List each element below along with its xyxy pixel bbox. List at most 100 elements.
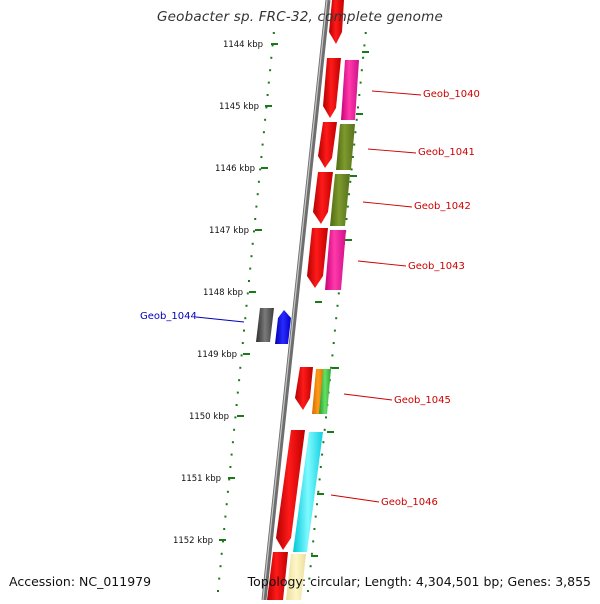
scale-tick bbox=[358, 94, 361, 96]
gene-arrow-geob-1042[interactable] bbox=[313, 172, 333, 224]
gene-arrow-geob-1040-b[interactable] bbox=[341, 60, 359, 120]
scale-label: 1146 kbp bbox=[215, 164, 255, 174]
scale-tick bbox=[310, 552, 313, 555]
inner-major-ticks bbox=[311, 51, 369, 557]
scale-tick bbox=[219, 565, 222, 568]
scale-tick bbox=[313, 528, 316, 530]
scale-label: 1147 kbp bbox=[209, 226, 249, 236]
scale-tick bbox=[225, 503, 228, 506]
gene-arrow-geob-1045-c[interactable] bbox=[319, 369, 331, 414]
scale-tick bbox=[243, 329, 245, 332]
scale-tick bbox=[355, 118, 358, 121]
scale-label: 1148 kbp bbox=[203, 288, 243, 298]
scale-tick bbox=[245, 304, 248, 307]
scale-tick bbox=[218, 577, 221, 580]
scale-tick bbox=[363, 44, 366, 47]
scale-tick bbox=[239, 366, 242, 369]
gene-label-geob-1041[interactable]: Geob_1041 bbox=[418, 147, 475, 158]
scale-tick bbox=[228, 478, 231, 481]
gene-arrow bbox=[286, 554, 306, 600]
scale-tick bbox=[217, 590, 219, 592]
scale-tick bbox=[244, 317, 247, 320]
scale-tick bbox=[359, 81, 362, 84]
scale-tick bbox=[335, 317, 338, 320]
scale-tick bbox=[336, 304, 339, 307]
gene-arrow-geob-1044[interactable] bbox=[275, 310, 291, 344]
scale-tick bbox=[267, 81, 270, 84]
scale-tick bbox=[235, 404, 238, 406]
scale-tick bbox=[308, 577, 311, 580]
gene-arrow bbox=[267, 552, 288, 600]
scale-tick bbox=[331, 354, 334, 357]
scale-tick bbox=[248, 280, 250, 282]
scale-tick bbox=[319, 466, 322, 468]
scale-tick bbox=[317, 490, 320, 493]
scale-tick bbox=[272, 32, 275, 34]
scale-tick bbox=[236, 391, 239, 394]
gene-arrow-geob-1043[interactable] bbox=[307, 228, 328, 288]
leader-lines bbox=[195, 90, 422, 503]
scale-tick bbox=[246, 292, 249, 295]
gene-arrow-geob-1042-b[interactable] bbox=[330, 174, 350, 226]
gene-features bbox=[256, 0, 359, 600]
gene-label-geob-1044[interactable]: Geob_1044 bbox=[140, 311, 197, 322]
gene-label-geob-1042[interactable]: Geob_1042 bbox=[414, 201, 471, 212]
scale-tick bbox=[271, 44, 274, 47]
scale-tick bbox=[318, 478, 321, 481]
scale-tick bbox=[323, 428, 326, 431]
scale-tick bbox=[249, 267, 252, 270]
scale-tick bbox=[264, 118, 267, 121]
scale-tick bbox=[351, 156, 354, 158]
scale-tick bbox=[262, 131, 265, 134]
scale-tick bbox=[223, 528, 226, 530]
outer-scale-ticks bbox=[217, 32, 275, 592]
scale-label: 1144 kbp bbox=[223, 40, 263, 50]
scale-tick bbox=[362, 56, 365, 59]
gene-label-geob-1046[interactable]: Geob_1046 bbox=[381, 497, 438, 508]
scale-tick bbox=[253, 230, 255, 233]
scale-tick bbox=[224, 515, 227, 518]
gene-arrow-geob-1041-b[interactable] bbox=[336, 124, 355, 170]
gene-arrow-geob-1040[interactable] bbox=[323, 58, 341, 118]
scale-tick bbox=[255, 205, 258, 208]
scale-major-ticks bbox=[219, 43, 278, 541]
gene-arrow-geob-1045[interactable] bbox=[295, 367, 313, 410]
scale-tick bbox=[353, 143, 356, 146]
gene-labels: Geob_1040 Geob_1041 Geob_1042 Geob_1043 … bbox=[140, 89, 480, 508]
scale-tick bbox=[269, 69, 272, 72]
scale-label: 1150 kbp bbox=[189, 412, 229, 422]
gene-arrow-geob-1046[interactable] bbox=[276, 430, 305, 550]
scale-tick bbox=[229, 466, 232, 468]
topology-text: Topology: circular; Length: 4,304,501 bp… bbox=[247, 574, 591, 589]
scale-tick bbox=[354, 131, 357, 134]
scale-tick bbox=[231, 441, 234, 444]
scale-tick bbox=[330, 366, 333, 369]
map-title: Geobacter sp. FRC-32, complete genome bbox=[156, 9, 443, 25]
scale-label: 1145 kbp bbox=[219, 102, 259, 112]
gene-label-geob-1043[interactable]: Geob_1043 bbox=[408, 261, 465, 272]
gene-arrow-geob-1043-b[interactable] bbox=[325, 230, 346, 290]
scale-tick bbox=[256, 193, 259, 196]
scale-tick bbox=[230, 453, 233, 456]
scale-tick bbox=[240, 354, 243, 357]
gene-arrow-geob-1046-b[interactable] bbox=[293, 432, 323, 552]
scale-tick bbox=[332, 342, 335, 344]
scale-tick bbox=[345, 218, 348, 220]
genome-backbone bbox=[261, 0, 331, 601]
scale-tick bbox=[312, 540, 315, 543]
gene-arrow-geob-1041[interactable] bbox=[318, 122, 337, 168]
scale-tick bbox=[337, 292, 340, 295]
scale-label: 1151 kbp bbox=[181, 474, 221, 484]
scale-tick bbox=[348, 193, 350, 196]
gene-label-geob-1040[interactable]: Geob_1040 bbox=[423, 89, 480, 100]
scale-tick bbox=[364, 32, 367, 34]
gene-arrow-geob-1044-gray[interactable] bbox=[256, 308, 274, 342]
gene-label-geob-1045[interactable]: Geob_1045 bbox=[394, 395, 451, 406]
scale-tick bbox=[226, 490, 229, 493]
scale-tick bbox=[220, 552, 223, 555]
scale-tick bbox=[265, 106, 268, 109]
scale-tick bbox=[260, 156, 263, 158]
scale-tick bbox=[254, 218, 257, 220]
